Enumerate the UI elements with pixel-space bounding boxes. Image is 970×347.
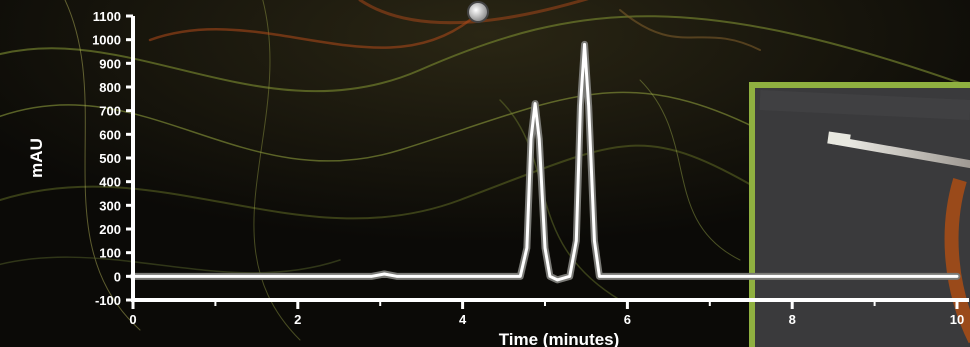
- glowing-orb: [467, 1, 489, 23]
- y-tick-label: 1000: [92, 33, 121, 48]
- y-tick-label: 200: [99, 222, 121, 237]
- x-tick-label: 4: [459, 312, 467, 327]
- data-point: [383, 273, 386, 275]
- y-tick-label: 0: [114, 269, 121, 284]
- data-point: [575, 240, 578, 242]
- x-tick-label: 0: [129, 312, 136, 327]
- data-point: [544, 247, 546, 249]
- data-point: [526, 247, 528, 249]
- y-tick-label: 100: [99, 246, 121, 261]
- data-point: [549, 275, 551, 278]
- data-point: [568, 275, 571, 278]
- y-tick-label: 500: [99, 151, 121, 166]
- photo-inset: [749, 82, 970, 347]
- data-point: [538, 138, 541, 140]
- y-tick-label: 1100: [93, 9, 121, 24]
- y-axis-group: 110010009008007006005004003002001000-100…: [27, 9, 135, 308]
- x-tick-label: 6: [624, 312, 631, 327]
- data-point: [530, 138, 532, 140]
- data-point: [593, 240, 596, 242]
- x-tick-label: 8: [789, 312, 796, 327]
- data-point: [610, 275, 612, 278]
- x-tick-label: 2: [294, 312, 301, 327]
- x-tick-label: 10: [950, 312, 964, 327]
- data-point: [956, 275, 958, 278]
- x-axis-title: Time (minutes): [499, 330, 620, 347]
- y-tick-label: 300: [99, 198, 121, 213]
- y-tick-label: -100: [95, 293, 121, 308]
- data-point: [583, 43, 586, 46]
- data-point: [534, 102, 536, 105]
- y-axis-title: mAU: [27, 138, 46, 178]
- data-point: [579, 105, 582, 107]
- x-axis-group: 0 2 4 6 8 10 Time (minutes): [129, 298, 969, 347]
- data-point: [519, 275, 522, 278]
- y-tick-label: 600: [99, 127, 121, 142]
- y-tick-label: 800: [99, 80, 121, 95]
- data-point: [587, 105, 590, 107]
- series-line: [131, 42, 959, 282]
- plot-trace-group: [129, 40, 961, 284]
- data-point: [371, 275, 373, 278]
- y-tick-label: 400: [99, 175, 121, 190]
- y-tick-label: 900: [99, 56, 121, 71]
- y-tick-label: 700: [99, 104, 121, 119]
- data-point: [598, 275, 601, 278]
- data-point: [556, 279, 559, 281]
- data-point: [395, 275, 398, 278]
